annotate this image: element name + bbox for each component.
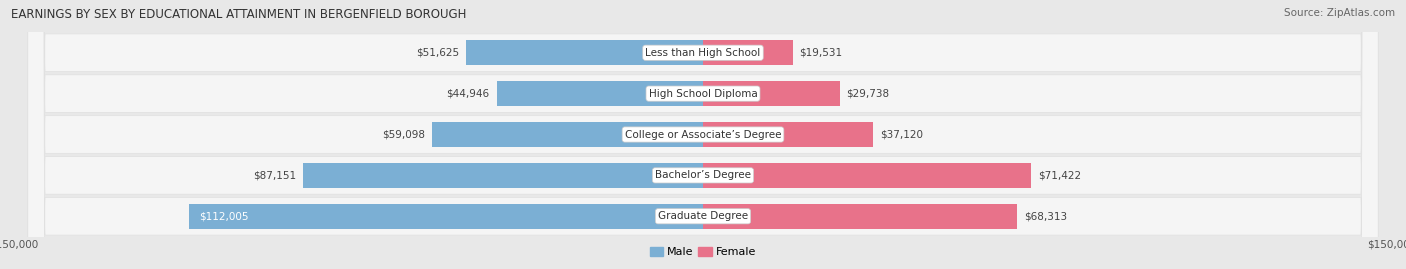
FancyBboxPatch shape [28, 0, 1378, 269]
Text: EARNINGS BY SEX BY EDUCATIONAL ATTAINMENT IN BERGENFIELD BOROUGH: EARNINGS BY SEX BY EDUCATIONAL ATTAINMEN… [11, 8, 467, 21]
Text: Graduate Degree: Graduate Degree [658, 211, 748, 221]
Text: Less than High School: Less than High School [645, 48, 761, 58]
Bar [703, 204, 1017, 229]
Bar [432, 122, 703, 147]
Text: $87,151: $87,151 [253, 170, 295, 180]
Bar [188, 204, 703, 229]
Text: College or Associate’s Degree: College or Associate’s Degree [624, 129, 782, 140]
Text: Bachelor’s Degree: Bachelor’s Degree [655, 170, 751, 180]
Text: High School Diploma: High School Diploma [648, 89, 758, 99]
Text: $37,120: $37,120 [880, 129, 924, 140]
Text: $29,738: $29,738 [846, 89, 890, 99]
Text: Source: ZipAtlas.com: Source: ZipAtlas.com [1284, 8, 1395, 18]
Text: $59,098: $59,098 [381, 129, 425, 140]
Bar [496, 81, 703, 106]
Text: $44,946: $44,946 [447, 89, 489, 99]
Bar [703, 122, 873, 147]
FancyBboxPatch shape [28, 0, 1378, 269]
FancyBboxPatch shape [28, 0, 1378, 269]
Bar [703, 163, 1031, 188]
FancyBboxPatch shape [28, 0, 1378, 269]
Text: $19,531: $19,531 [800, 48, 842, 58]
FancyBboxPatch shape [28, 0, 1378, 269]
Bar [302, 163, 703, 188]
Text: $71,422: $71,422 [1038, 170, 1081, 180]
Text: $112,005: $112,005 [198, 211, 249, 221]
Bar [703, 40, 793, 65]
Text: $51,625: $51,625 [416, 48, 458, 58]
Bar [465, 40, 703, 65]
Legend: Male, Female: Male, Female [645, 242, 761, 262]
Bar [703, 81, 839, 106]
Text: $68,313: $68,313 [1024, 211, 1067, 221]
